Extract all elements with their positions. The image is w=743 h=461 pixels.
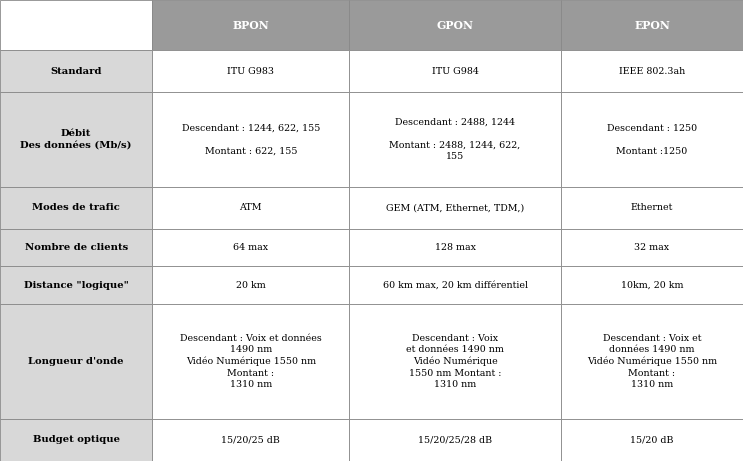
Text: 20 km: 20 km [236, 281, 266, 290]
Text: BPON: BPON [233, 20, 269, 30]
Text: 128 max: 128 max [435, 243, 476, 252]
Bar [152, 187, 349, 229]
Bar [0, 0, 152, 50]
Bar [349, 229, 561, 266]
Bar [0, 304, 152, 419]
Text: Distance "logique": Distance "logique" [24, 281, 129, 290]
Text: 15/20/25/28 dB: 15/20/25/28 dB [418, 436, 492, 444]
Text: Descendant : Voix et
données 1490 nm
Vidéo Numérique 1550 nm
Montant :
1310 nm: Descendant : Voix et données 1490 nm Vid… [587, 334, 717, 389]
Text: IEEE 802.3ah: IEEE 802.3ah [619, 67, 685, 76]
Text: GPON: GPON [437, 20, 473, 30]
Bar [349, 0, 561, 50]
Text: 15/20/25 dB: 15/20/25 dB [221, 436, 280, 444]
Text: Descendant : 1250

Montant :1250: Descendant : 1250 Montant :1250 [607, 124, 697, 155]
Text: EPON: EPON [634, 20, 670, 30]
Text: Débit
Des données (Mb/s): Débit Des données (Mb/s) [20, 130, 132, 150]
Text: 32 max: 32 max [635, 243, 669, 252]
Bar [349, 419, 561, 461]
Bar [152, 266, 349, 304]
Text: Standard: Standard [51, 67, 102, 76]
Bar [349, 266, 561, 304]
Bar [152, 0, 349, 50]
Bar [0, 92, 152, 187]
Bar [152, 419, 349, 461]
Text: Descendant : 2488, 1244

Montant : 2488, 1244, 622,
155: Descendant : 2488, 1244 Montant : 2488, … [389, 118, 521, 161]
Text: Budget optique: Budget optique [33, 436, 120, 444]
Bar [152, 229, 349, 266]
Bar [561, 187, 743, 229]
Text: Longueur d'onde: Longueur d'onde [28, 357, 124, 366]
Text: 60 km max, 20 km différentiel: 60 km max, 20 km différentiel [383, 281, 528, 290]
Bar [349, 187, 561, 229]
Bar [349, 92, 561, 187]
Bar [0, 187, 152, 229]
Bar [561, 0, 743, 50]
Text: 15/20 dB: 15/20 dB [630, 436, 674, 444]
Bar [152, 304, 349, 419]
Text: ITU G983: ITU G983 [227, 67, 274, 76]
Bar [349, 304, 561, 419]
Text: 64 max: 64 max [233, 243, 268, 252]
Text: Modes de trafic: Modes de trafic [32, 203, 120, 213]
Text: Descendant : 1244, 622, 155

Montant : 622, 155: Descendant : 1244, 622, 155 Montant : 62… [181, 124, 320, 155]
Text: Nombre de clients: Nombre de clients [25, 243, 128, 252]
Bar [561, 266, 743, 304]
Text: Descendant : Voix et données
1490 nm
Vidéo Numérique 1550 nm
Montant :
1310 nm: Descendant : Voix et données 1490 nm Vid… [180, 334, 322, 389]
Text: ITU G984: ITU G984 [432, 67, 478, 76]
Text: 10km, 20 km: 10km, 20 km [620, 281, 684, 290]
Text: Descendant : Voix
et données 1490 nm
Vidéo Numérique
1550 nm Montant :
1310 nm: Descendant : Voix et données 1490 nm Vid… [406, 334, 504, 389]
Text: GEM (ATM, Ethernet, TDM,): GEM (ATM, Ethernet, TDM,) [386, 203, 525, 213]
Bar [0, 266, 152, 304]
Bar [561, 304, 743, 419]
Bar [0, 229, 152, 266]
Bar [152, 92, 349, 187]
Bar [152, 50, 349, 92]
Bar [561, 419, 743, 461]
Bar [349, 50, 561, 92]
Text: ATM: ATM [239, 203, 262, 213]
Bar [0, 50, 152, 92]
Text: Ethernet: Ethernet [631, 203, 673, 213]
Bar [561, 92, 743, 187]
Bar [0, 419, 152, 461]
Bar [561, 50, 743, 92]
Bar [561, 229, 743, 266]
